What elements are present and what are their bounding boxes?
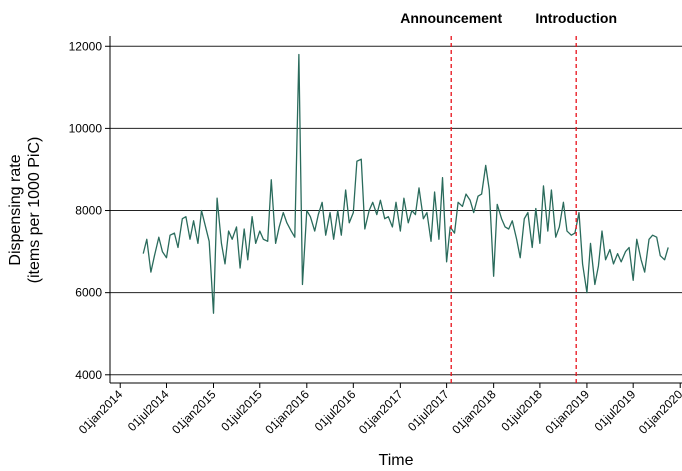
x-axis-label: Time [379, 452, 414, 469]
y-axis-label: Dispensing rate [7, 154, 24, 265]
x-tick-label: 01jul2017 [405, 387, 452, 434]
x-tick-label: 01jan2016 [262, 387, 312, 437]
x-tick-label: 01jul2014 [125, 387, 172, 434]
x-tick-label: 01jan2017 [356, 387, 406, 437]
event-label: Announcement [400, 10, 502, 26]
x-tick-label: 01jul2019 [592, 387, 639, 434]
y-tick-label: 6000 [75, 286, 102, 300]
data-line [142, 53, 669, 314]
event-label: Introduction [535, 10, 617, 26]
x-tick-label: 01jul2015 [218, 387, 265, 434]
y-axis-label: (items per 1000 PiC) [26, 137, 43, 284]
y-tick-label: 4000 [75, 368, 102, 382]
y-tick-label: 12000 [69, 39, 103, 53]
x-tick-label: 01jan2015 [169, 387, 219, 437]
y-tick-label: 8000 [75, 204, 102, 218]
x-tick-label: 01jan2020 [636, 387, 682, 437]
x-tick-label: 01jan2019 [543, 387, 593, 437]
x-tick-label: 01jan2014 [76, 387, 126, 437]
x-tick-label: 01jul2016 [312, 387, 359, 434]
x-tick-label: 01jan2018 [449, 387, 499, 437]
x-tick-label: 01jul2018 [498, 387, 545, 434]
y-tick-label: 10000 [69, 121, 103, 135]
